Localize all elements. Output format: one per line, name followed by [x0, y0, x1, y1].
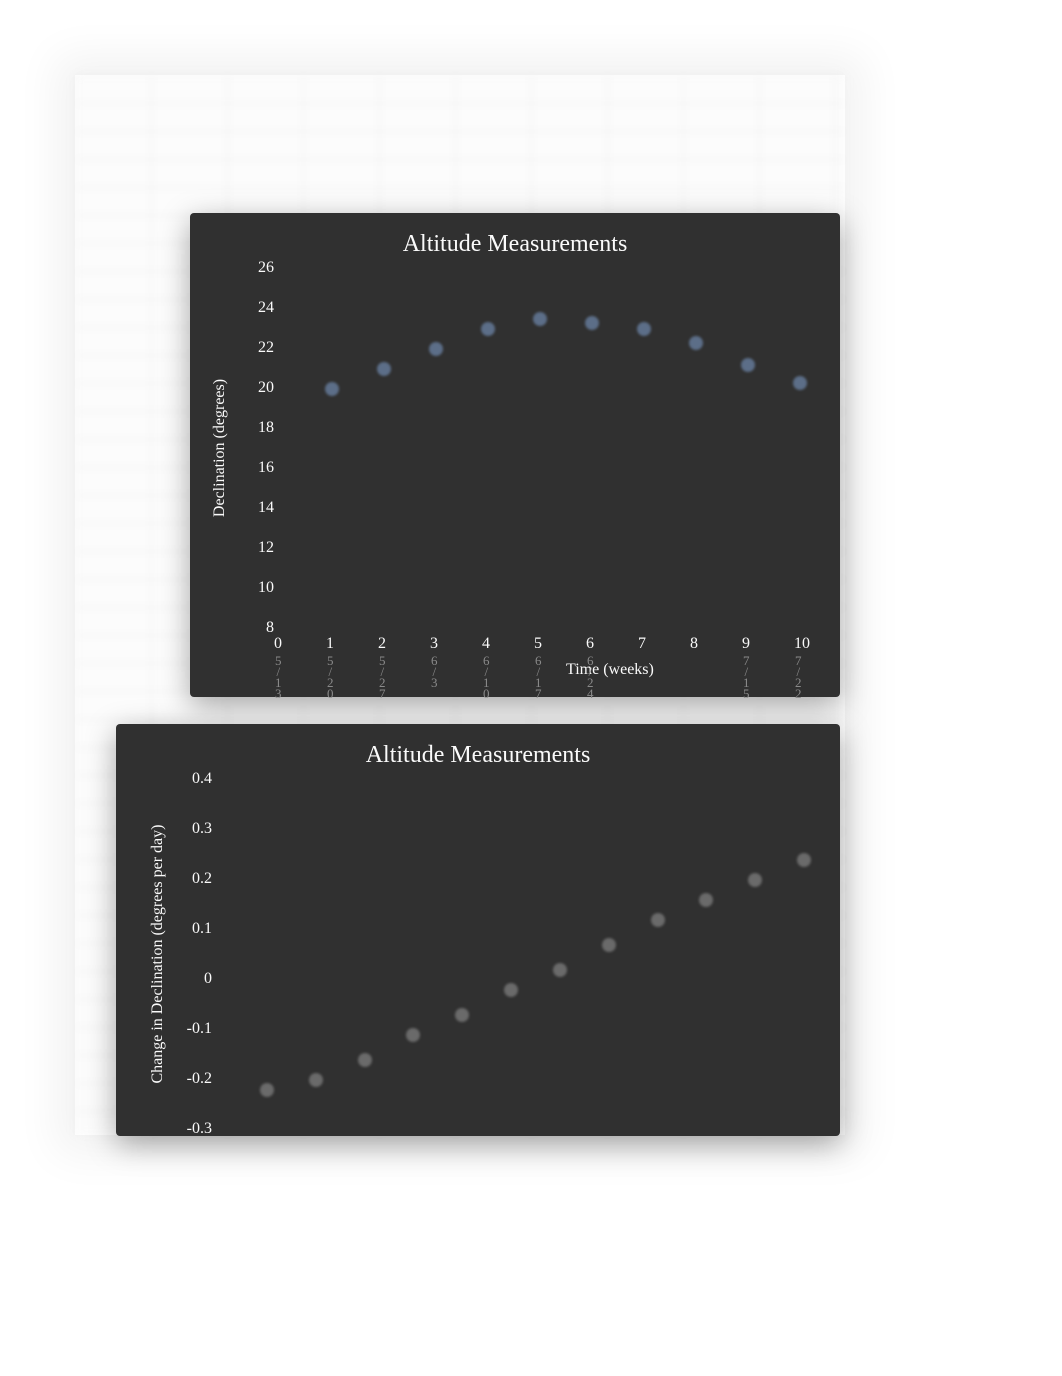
x-tick-label: 8: [690, 635, 698, 653]
y-tick-label: 0.1: [192, 920, 212, 938]
chart-title: Altitude Measurements: [116, 742, 840, 769]
y-tick-label: -0.1: [187, 1020, 212, 1038]
data-point: [504, 983, 518, 997]
y-tick-label: -0.3: [187, 1120, 212, 1138]
x-secondary-label: 6 / 1 0: [483, 655, 490, 699]
y-tick-label: -0.2: [187, 1070, 212, 1088]
x-secondary-label: 6 / 2 4: [587, 655, 594, 699]
y-tick-label: 14: [258, 499, 274, 517]
x-tick-label: 9: [742, 635, 750, 653]
y-tick-label: 0.2: [192, 870, 212, 888]
data-point: [637, 322, 651, 336]
data-point: [793, 376, 807, 390]
y-tick-label: 0: [204, 970, 212, 988]
data-point: [741, 358, 755, 372]
chart-panel-change: Altitude Measurements Change in Declinat…: [116, 724, 840, 1136]
y-axis-label: Declination (degrees): [211, 268, 229, 628]
x-tick-label: 1: [326, 635, 334, 653]
x-secondary-label: 5 / 2 7: [379, 655, 386, 699]
y-tick-label: 22: [258, 339, 274, 357]
data-point: [533, 312, 547, 326]
data-point: [429, 342, 443, 356]
x-secondary-label: 5 / 2 0: [327, 655, 334, 699]
data-point: [260, 1083, 274, 1097]
x-secondary-label: 7 / 1 5: [743, 655, 750, 699]
data-point: [325, 382, 339, 396]
data-point: [689, 336, 703, 350]
data-point: [406, 1028, 420, 1042]
x-secondary-label: 6 / 1 7: [535, 655, 542, 699]
data-point: [455, 1008, 469, 1022]
y-tick-label: 0.4: [192, 770, 212, 788]
data-point: [553, 963, 567, 977]
x-tick-label: 4: [482, 635, 490, 653]
y-tick-label: 16: [258, 459, 274, 477]
plot-area: [218, 780, 804, 1130]
data-point: [585, 316, 599, 330]
data-point: [699, 893, 713, 907]
data-point: [309, 1073, 323, 1087]
data-point: [651, 913, 665, 927]
x-tick-label: 7: [638, 635, 646, 653]
y-tick-label: 24: [258, 299, 274, 317]
x-tick-label: 3: [430, 635, 438, 653]
data-point: [602, 938, 616, 952]
y-tick-label: 12: [258, 539, 274, 557]
data-point: [358, 1053, 372, 1067]
y-tick-label: 18: [258, 419, 274, 437]
data-point: [377, 362, 391, 376]
data-point: [481, 322, 495, 336]
x-axis-label: Time (weeks): [566, 661, 654, 679]
x-tick-label: 0: [274, 635, 282, 653]
y-axis-label: Change in Declination (degrees per day): [149, 779, 167, 1129]
x-secondary-label: 6 / 3: [431, 655, 438, 688]
chart-panel-declination: Altitude Measurements Declination (degre…: [190, 213, 840, 697]
y-tick-label: 10: [258, 579, 274, 597]
x-tick-label: 6: [586, 635, 594, 653]
y-tick-label: 0.3: [192, 820, 212, 838]
y-tick-label: 20: [258, 379, 274, 397]
chart-title: Altitude Measurements: [190, 231, 840, 258]
plot-area: [280, 269, 800, 629]
x-tick-label: 5: [534, 635, 542, 653]
x-tick-label: 2: [378, 635, 386, 653]
x-secondary-label: 7 / 2 2: [795, 655, 802, 699]
y-tick-label: 8: [266, 619, 274, 637]
x-secondary-label: 5 / 1 3: [275, 655, 282, 699]
data-point: [797, 853, 811, 867]
x-tick-label: 10: [794, 635, 810, 653]
data-point: [748, 873, 762, 887]
y-tick-label: 26: [258, 259, 274, 277]
